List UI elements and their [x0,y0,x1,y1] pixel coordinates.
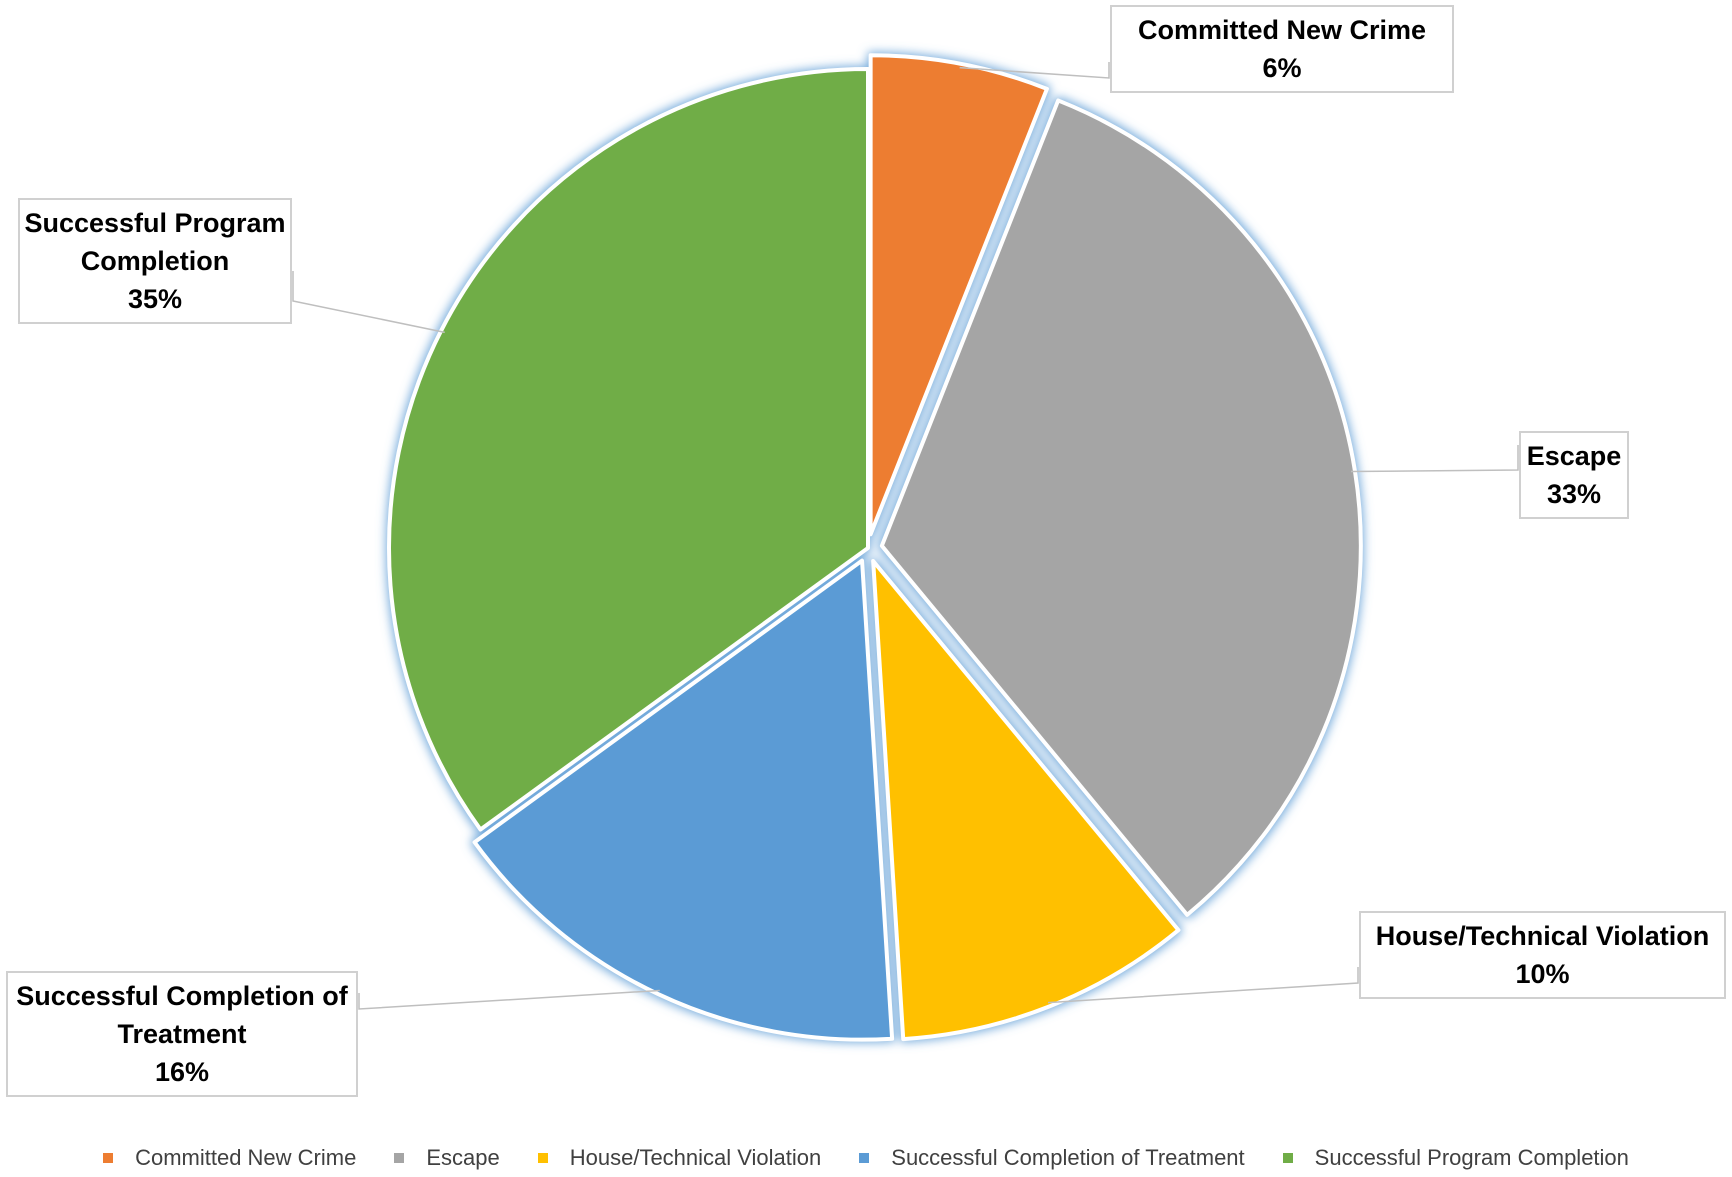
leader-line [292,271,445,334]
leader-line [1350,445,1519,473]
legend-label: House/Technical Violation [569,1145,822,1170]
pie-slice-successful-program-completion [387,67,870,832]
legend-label: Committed New Crime [135,1145,357,1170]
pie-slice-committed-new-crime [868,53,1049,537]
data-label-value: 35% [127,284,183,314]
legend-item: Escape [394,1145,500,1171]
chart-legend: Committed New Crime Escape House/Technic… [0,1140,1732,1176]
data-label-category: Committed New Crime [1137,15,1427,45]
leader-line [959,62,1110,79]
data-label-category: Escape [1526,441,1622,471]
data-label-value: 33% [1546,479,1602,509]
data-label-house-technical-violation: House/Technical Violation 10% [1359,911,1726,999]
legend-swatch [103,1153,114,1163]
data-label-category: Completion [80,246,230,276]
data-label-value: 10% [1515,959,1570,989]
legend-label: Successful Program Completion [1314,1145,1629,1170]
data-label-value: 6% [1262,53,1302,83]
data-label-category: Successful Completion of [16,981,348,1011]
legend-label: Successful Completion of Treatment [891,1145,1245,1170]
data-label-escape: Escape 33% [1519,431,1629,519]
legend-swatch [859,1153,870,1163]
data-label-successful-completion-of-treatment: Successful Completion of Treatment 16% [6,971,358,1097]
data-label-category: Successful Program [24,208,286,238]
leader-line [358,989,660,1010]
legend-item: Committed New Crime [103,1145,356,1171]
data-label-category: House/Technical Violation [1375,921,1710,951]
data-label-category: Treatment [117,1019,247,1049]
pie-slice-successful-completion-of-treatment [472,558,895,1042]
leader-line [1047,967,1359,1004]
legend-swatch [537,1153,548,1163]
data-label-successful-program-completion: Successful Program Completion 35% [18,198,292,324]
legend-item: Successful Completion of Treatment [859,1145,1245,1171]
data-label-committed-new-crime: Committed New Crime 6% [1110,5,1454,93]
legend-item: Successful Program Completion [1282,1145,1629,1171]
legend-item: House/Technical Violation [537,1145,822,1171]
pie-slice-house-technical-violation [871,559,1181,1042]
legend-swatch [1282,1153,1293,1163]
legend-swatch [394,1153,405,1163]
legend-label: Escape [426,1145,500,1170]
data-label-value: 16% [154,1057,210,1087]
